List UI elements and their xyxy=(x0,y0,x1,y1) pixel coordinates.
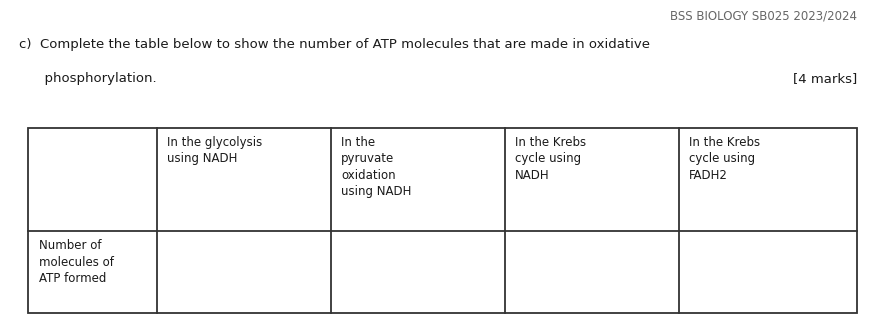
Text: In the Krebs
cycle using
NADH: In the Krebs cycle using NADH xyxy=(515,136,586,182)
Text: In the Krebs
cycle using
FADH2: In the Krebs cycle using FADH2 xyxy=(688,136,759,182)
Text: [4 marks]: [4 marks] xyxy=(792,72,856,85)
Text: In the
pyruvate
oxidation
using NADH: In the pyruvate oxidation using NADH xyxy=(341,136,411,198)
Text: phosphorylation.: phosphorylation. xyxy=(19,72,157,85)
Text: Number of
molecules of
ATP formed: Number of molecules of ATP formed xyxy=(39,239,113,285)
Bar xyxy=(28,128,856,313)
Text: In the glycolysis
using NADH: In the glycolysis using NADH xyxy=(167,136,263,165)
Text: BSS BIOLOGY SB025 2023/2024: BSS BIOLOGY SB025 2023/2024 xyxy=(669,10,856,23)
Text: c)  Complete the table below to show the number of ATP molecules that are made i: c) Complete the table below to show the … xyxy=(19,38,650,51)
